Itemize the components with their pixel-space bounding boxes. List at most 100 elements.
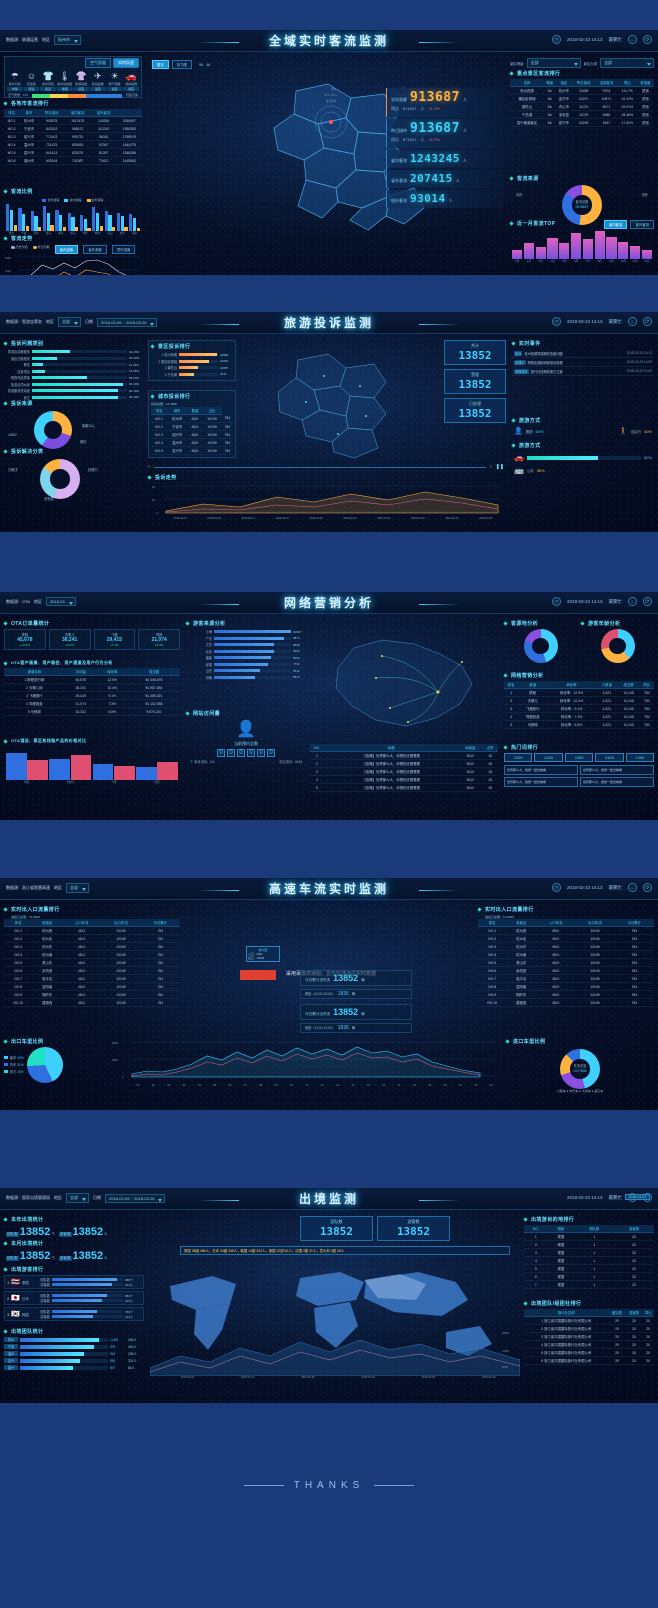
table-row[interactable]: 3 泰国 1 20 <box>524 1248 654 1257</box>
table-row[interactable]: NO.4 杭州南 4521 10245 784 <box>478 950 654 959</box>
table-row[interactable]: 1 携程旅行网 45,678 12.5% ¥2,345,678 <box>4 675 180 684</box>
table-row[interactable]: NO.2 宁波市 843142 958471 113740 1950353 <box>4 124 142 133</box>
table-row[interactable]: NO.5 萧山东 4521 10245 784 <box>478 958 654 967</box>
refresh-icon[interactable]: ⟳ <box>643 883 652 892</box>
table-row[interactable]: 2 美国 1 20 <box>524 1240 654 1249</box>
table-row[interactable]: 2 去哪儿 转化率：10.4% 4,521 10,245 784 <box>504 696 654 705</box>
table-row[interactable]: 4 泰国 1 20 <box>524 1256 654 1265</box>
table-row[interactable]: NO.1 杭州市 4521 10245 784 <box>151 414 233 423</box>
province-stat-row[interactable]: 嘉兴 852 221人 <box>4 1358 144 1363</box>
map-marker[interactable] <box>240 970 276 980</box>
hot-word-tile[interactable]: 2465 <box>504 753 533 762</box>
ota-card[interactable]: 去哪儿 38,241 +9.4% <box>48 629 91 650</box>
table-row[interactable]: NO.5 嘉兴市 4521 10245 784 <box>151 446 233 455</box>
table-row[interactable]: 嘉兴南湖景区 5A 嘉兴市 10245 1537 17.32% 舒适 <box>510 118 654 127</box>
table-row[interactable]: 5 浙江省中国国际旅行社有限公司 20 20 20 <box>524 1348 654 1357</box>
province-stat-row[interactable]: 杭州 1,008 246人 <box>4 1337 144 1342</box>
table-row[interactable]: 5 马蜂窝 15,332 6.8% ¥ 874,210 <box>4 707 180 716</box>
table-row[interactable]: 2 【攻略】世界那么大，你想的去看看看 3610 18 <box>310 759 498 768</box>
play-pause-icon[interactable]: ❚❚ <box>495 464 504 470</box>
map-tab-traffic[interactable]: 路况 <box>152 60 169 69</box>
scenic-complaint-row[interactable]: 3 普陀山 12087 <box>151 365 233 371</box>
table-row[interactable]: NO.2 宁波市 4521 10245 784 <box>151 422 233 431</box>
table-row[interactable]: 5 马蜂窝 转化率：6.8% 4,521 10,245 784 <box>504 720 654 729</box>
hot-word-tile[interactable]: 2465 <box>534 753 563 762</box>
table-row[interactable]: NO.3 绍兴市 771403 905731 96341 1789919 <box>4 132 142 141</box>
table-row[interactable]: NO.6 余杭西 4521 10245 784 <box>4 966 180 975</box>
table-row[interactable]: 4 同程旅游 转化率：7.3% 4,521 10,245 784 <box>504 712 654 721</box>
refresh-icon[interactable]: ⟳ <box>643 317 652 326</box>
table-row[interactable]: 3 浙江省中国国际旅行社有限公司 20 20 20 <box>524 1332 654 1341</box>
table-row[interactable]: NO.9 桐庐东 4521 10245 784 <box>478 990 654 999</box>
table-row[interactable]: NO.2 杭州北 4521 10245 784 <box>478 934 654 943</box>
table-row[interactable]: NO.8 富阳南 4521 10245 784 <box>4 982 180 991</box>
table-row[interactable]: NO.1 杭州市 903578 1012475 144354 2060407 <box>4 116 142 125</box>
table-row[interactable]: 6 泰国 1 20 <box>524 1272 654 1281</box>
event-row[interactable]: 处理中 购物店强制消费投诉处理 2018-03-23 14:09 <box>512 358 654 367</box>
province-stat-row[interactable]: 绍兴 807 86人 <box>4 1365 144 1370</box>
table-row[interactable]: 千岛湖 5A 淳安县 11075 6386 18.46% 舒适 <box>510 110 654 119</box>
table-row[interactable]: 2 浙江省中国国际旅行社有限公司 20 20 20 <box>524 1324 654 1333</box>
map-tab-heatmap[interactable]: 热力图 <box>171 60 192 69</box>
table-row[interactable]: 1 携程 转化率：12.5% 4,521 10,245 784 <box>504 688 654 697</box>
table-row[interactable]: NO.6 余杭西 4521 10245 784 <box>478 966 654 975</box>
event-row[interactable]: 投诉 杭州西湖导游服务态度问题 2018-03-23 14:13 <box>512 349 654 358</box>
table-row[interactable]: 杭州西湖 5A 杭州市 23458 9703 111.7% 舒适 <box>510 86 654 95</box>
province-stat-row[interactable]: 温州 914 236人 <box>4 1351 144 1356</box>
map-radio-5a[interactable]: 5A <box>198 62 204 67</box>
table-row[interactable]: 3 【攻略】世界那么大，你想的去看看看 3610 18 <box>310 767 498 776</box>
hot-word-tile[interactable]: 2465 <box>625 753 655 762</box>
table-row[interactable]: NO.1 杭州西 4521 10245 784 <box>4 926 180 935</box>
table-row[interactable]: NO.5 嘉兴市 641413 823075 81397 1546285 <box>4 148 142 157</box>
table-row[interactable]: NO.3 杭州东 4521 10245 784 <box>478 942 654 951</box>
home-icon[interactable]: ⌂ <box>628 317 637 326</box>
timeline-control[interactable]: ‹ › ❚❚ <box>148 464 504 470</box>
hot-word-card[interactable]: 世界那么大，我想一起去看看 <box>504 777 578 787</box>
region-select[interactable]: 杭州市 <box>54 35 81 45</box>
home-icon[interactable]: ⌂ <box>628 883 637 892</box>
timeline-track[interactable] <box>153 466 486 468</box>
legend-tab-overseas[interactable]: 境外游客 <box>111 245 136 254</box>
home-icon[interactable]: ⌂ <box>628 35 637 44</box>
hot-word-tile[interactable]: 2465 <box>595 753 624 762</box>
next-icon[interactable]: › <box>489 464 492 470</box>
china-map[interactable] <box>310 622 498 742</box>
table-row[interactable]: NO.1 杭州西 4521 10245 784 <box>478 926 654 935</box>
table-row[interactable]: 4 浙江省中国国际旅行社有限公司 20 20 20 <box>524 1340 654 1349</box>
refresh-icon[interactable]: ⟳ <box>643 597 652 606</box>
scenic-complaint-row[interactable]: 1 杭州西湖 24586 <box>151 352 233 358</box>
prev-icon[interactable]: ‹ <box>148 464 150 470</box>
outbound-rank-row[interactable]: 2 🇯🇵 日本 团队数 854个 游客数 225人 <box>4 1291 144 1305</box>
table-row[interactable]: 5 【攻略】世界那么大，你想的去看看看 3610 18 <box>310 783 498 792</box>
date-range-select[interactable]: 2018-02-06 ~ 2018-03-26 <box>105 1193 166 1203</box>
table-row[interactable]: NO.2 杭州北 4521 10245 784 <box>4 934 180 943</box>
outbound-rank-row[interactable]: 3 🇰🇷 韩国 团队数 766个 游客数 214人 <box>4 1307 144 1321</box>
home-icon[interactable]: ⌂ <box>628 597 637 606</box>
scenic-level-select[interactable]: 全部 <box>526 58 581 68</box>
ota-card[interactable]: 飞猪 29,415 +7.1% <box>93 629 136 650</box>
table-row[interactable]: 7 泰国 1 20 <box>524 1280 654 1289</box>
table-row[interactable]: 4 同程旅游 21,074 7.3% ¥1,102,558 <box>4 699 180 708</box>
refresh-icon[interactable]: ⟳ <box>643 35 652 44</box>
month-tab-in[interactable]: 省内客流 <box>603 220 628 229</box>
scenic-complaint-row[interactable]: 4 千岛湖 9471 <box>151 372 233 377</box>
region-select[interactable]: 全部 <box>66 1193 89 1203</box>
month-select[interactable]: 2018-03 <box>45 597 76 606</box>
table-row[interactable]: NO.7 临平北 4521 10245 784 <box>478 974 654 983</box>
table-row[interactable]: 4 【攻略】世界那么大，你想的去看看看 3610 18 <box>310 775 498 784</box>
table-row[interactable]: NO.3 杭州东 4521 10245 784 <box>4 942 180 951</box>
region-select[interactable]: 全部 <box>58 317 81 327</box>
table-row[interactable]: NO.7 临平北 4521 10245 784 <box>4 974 180 983</box>
hot-word-card[interactable]: 世界那么大，我想一起去看看 <box>504 765 578 775</box>
table-row[interactable]: 6 浙江省中国国际旅行社有限公司 20 20 20 <box>524 1356 654 1365</box>
table-row[interactable]: NO.5 萧山东 4521 10245 784 <box>4 958 180 967</box>
hot-word-tile[interactable]: 2465 <box>564 753 594 762</box>
table-row[interactable]: 3 飞猪旅行 转化率：9.1% 4,521 10,245 784 <box>504 704 654 713</box>
table-row[interactable]: 1 浙江省中国国际旅行社有限公司 20 20 20 <box>524 1316 654 1325</box>
scenic-complaint-row[interactable]: 2 横店影视城 19254 <box>151 359 233 364</box>
legend-tab-out[interactable]: 省外游客 <box>83 245 107 254</box>
month-tab-out[interactable]: 省外客流 <box>630 220 654 229</box>
table-row[interactable]: 横店影视城 5A 金华市 22071 10871 19.12% 舒适 <box>510 94 654 103</box>
table-row[interactable]: 3 飞猪旅行 29,415 9.1% ¥1,456,321 <box>4 691 180 700</box>
table-row[interactable]: NO.10 建德西 4521 10245 784 <box>4 998 180 1007</box>
